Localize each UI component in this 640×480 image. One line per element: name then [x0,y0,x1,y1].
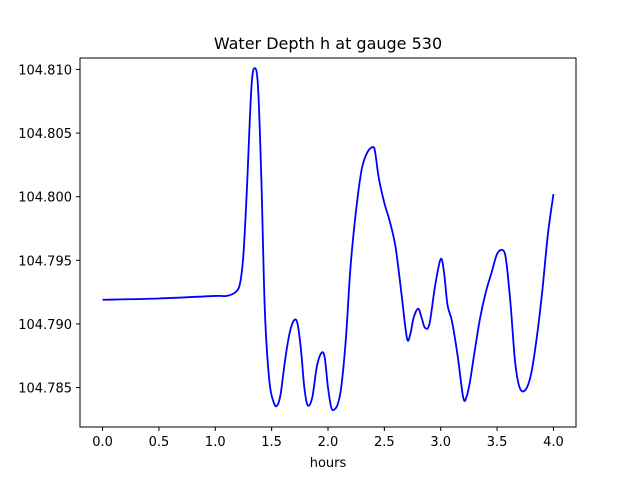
x-tick-label: 1.5 [261,435,282,450]
x-tick-label: 2.5 [374,435,395,450]
plot-frame [79,57,577,428]
y-axis: 104.785 104.790 104.795 104.800 104.805 104.8… [18,63,80,397]
y-tick-label: 104.795 [18,254,72,269]
x-tick-label: 1.0 [205,435,226,450]
y-tick-label: 104.785 [18,382,72,397]
chart-title: Water Depth h at gauge 530 [214,34,442,53]
x-tick-label: 3.0 [430,435,451,450]
y-tick-label: 104.800 [18,191,72,206]
x-axis: 0.0 0.5 1.0 1.5 2.0 2.5 3.0 3.5 4.0 [92,427,564,450]
plot-area [102,67,555,412]
x-tick-label: 3.5 [487,435,508,450]
x-axis-label: hours [310,456,347,471]
y-tick-label: 104.810 [18,63,72,78]
y-tick-label: 104.805 [18,127,72,142]
x-tick-label: 0.0 [92,435,113,450]
x-tick-label: 2.0 [318,435,339,450]
x-tick-label: 0.5 [149,435,170,450]
x-tick-label: 4.0 [543,435,564,450]
y-tick-label: 104.790 [18,318,72,333]
series-line [102,67,555,412]
